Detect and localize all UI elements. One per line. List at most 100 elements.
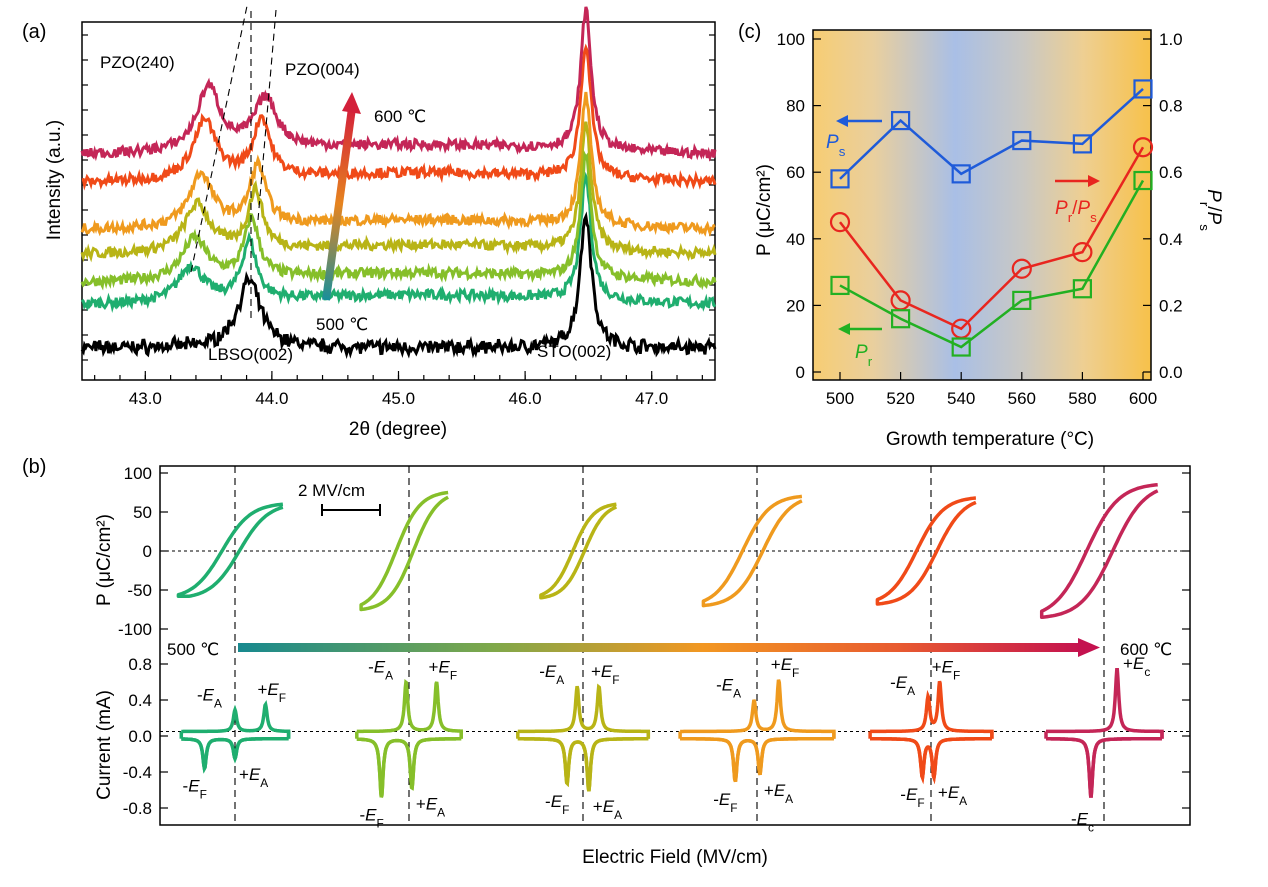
peak-label: +EF <box>429 658 458 683</box>
c-xtick-label: 540 <box>947 389 975 408</box>
panel-b-bottom-ylabel: Current (mA) <box>94 690 115 800</box>
b-bot-ytick-label: 0.0 <box>128 727 152 746</box>
temp-600-label-b: 600 ℃ <box>1120 640 1172 659</box>
peak-label: +EA <box>938 783 967 808</box>
current-loop-lower-t580 <box>870 737 992 785</box>
current-loop-lower-t520 <box>356 737 462 798</box>
peak-label: +EA <box>416 795 445 820</box>
peak-label: -EA <box>368 658 393 683</box>
c-ytick-label: 0 <box>796 363 805 382</box>
marker-ps <box>890 110 911 131</box>
c-xtick-label: 600 <box>1129 389 1157 408</box>
panel-b-frame <box>159 465 1191 826</box>
peak-label: +EA <box>239 765 268 790</box>
panel-a-xticks: 43.0 44.0 45.0 46.0 47.0 <box>82 34 715 408</box>
scale-bar-label: 2 MV/cm <box>298 481 365 500</box>
panel-c-plot: 500 520 540 560 580 600 0 20 40 60 80 100 0.0 0.2 0.4 0… <box>754 29 1225 450</box>
hysteresis-loop-t520 <box>359 490 449 612</box>
pr-ratio-legend: Pr/Ps <box>1055 198 1097 225</box>
marker-pr <box>1133 170 1153 191</box>
current-loop-lower-t540 <box>517 737 649 792</box>
b-top-ytick-label: 0 <box>143 542 152 561</box>
c-y2tick-label: 0.4 <box>1159 230 1183 249</box>
panel-b-peak-annotations: -EA +EF -EF +EA -EA +EF -EF +EA -EA +EF -EF +EA -EA +… <box>183 654 1151 835</box>
xrd-curve-lbso <box>80 211 717 360</box>
c-y2tick-label: 0.2 <box>1159 296 1183 315</box>
marker-ps <box>951 164 971 184</box>
c-ytick-label: 40 <box>786 230 805 249</box>
b-top-ytick-label: -50 <box>127 581 152 600</box>
b-top-ytick-label: 100 <box>124 464 152 483</box>
a-xtick-label: 47.0 <box>635 389 668 408</box>
b-bot-ytick-label: -0.8 <box>123 799 152 818</box>
peak-label: -Ec <box>1071 810 1094 835</box>
xrd-curve-t520 <box>80 149 717 291</box>
panel-a-curves <box>80 6 717 360</box>
panel-b-ticks: 100 50 0 -50 -100 0.8 0.4 0.0 -0.4 -0.8 <box>118 464 1190 818</box>
temp-500-label-a: 500 ℃ <box>316 315 368 334</box>
sto002-label: STO(002) <box>537 342 611 361</box>
hysteresis-loop-t560 <box>701 494 803 608</box>
c-ytick-label: 100 <box>777 30 805 49</box>
panel-a-xlabel: 2θ (degree) <box>349 419 447 440</box>
pzo240-guide <box>190 5 248 273</box>
peak-label: +Ec <box>1123 654 1150 679</box>
c-ytick-label: 60 <box>786 163 805 182</box>
pr-ratio-arrow-head <box>1088 175 1100 187</box>
panel-c-y2label: Pr/Ps <box>1198 189 1225 231</box>
peak-label: +EF <box>932 658 961 683</box>
marker-pr_ratio <box>1011 258 1032 279</box>
marker-ps <box>1072 134 1093 154</box>
temperature-arrow-shaft <box>322 107 356 301</box>
series-line-ps <box>839 88 1144 180</box>
pzo240-label: PZO(240) <box>100 53 175 72</box>
panel-a-label: (a) <box>22 21 46 43</box>
pr-arrow-head <box>838 323 850 335</box>
temp-600-label-a: 600 ℃ <box>374 107 426 126</box>
peak-label: +EA <box>764 781 793 806</box>
c-xtick-label: 500 <box>826 389 854 408</box>
marker-pr_ratio <box>829 212 851 233</box>
hysteresis-loop-t580 <box>875 496 977 606</box>
panel-b-top-ylabel: P (μC/cm²) <box>94 514 115 606</box>
b-bot-ytick-label: 0.4 <box>128 691 152 710</box>
xrd-curve-t500 <box>80 171 717 313</box>
c-y2tick-label: 0.6 <box>1159 163 1183 182</box>
c-y2tick-label: 1.0 <box>1159 30 1183 49</box>
marker-ps <box>1012 130 1032 151</box>
hysteresis-loop-t500 <box>176 502 284 598</box>
panel-a-ylabel: Intensity (a.u.) <box>44 120 65 240</box>
c-xtick-label: 560 <box>1008 389 1036 408</box>
temperature-gradient-arrowhead <box>1078 638 1100 657</box>
panel-c-series <box>829 79 1154 357</box>
panel-b-label: (b) <box>22 456 46 478</box>
a-xtick-label: 43.0 <box>129 389 162 408</box>
peak-label: +EA <box>593 797 622 822</box>
marker-pr_ratio <box>1132 137 1154 158</box>
panel-c-background <box>813 30 1151 380</box>
marker-pr <box>951 337 971 357</box>
marker-ps <box>1133 79 1153 99</box>
hysteresis-loop-t540 <box>539 502 618 600</box>
c-xtick-label: 580 <box>1068 389 1096 408</box>
panel-c-ylabel: P (μC/cm²) <box>754 164 775 256</box>
peak-label: -EF <box>545 792 569 817</box>
xrd-curve-t600 <box>80 6 717 162</box>
marker-pr <box>1012 290 1032 311</box>
peak-label: -EA <box>716 676 741 701</box>
peak-label: +EF <box>591 662 620 687</box>
panel-c-frame <box>812 29 1152 381</box>
pzo004-label: PZO(004) <box>285 60 360 79</box>
peak-label: -EA <box>890 673 915 698</box>
peak-label: -EF <box>900 785 924 810</box>
temperature-gradient-bar <box>238 643 1083 652</box>
panel-c-label: (c) <box>738 21 761 43</box>
c-xtick-label: 520 <box>886 389 914 408</box>
b-top-ytick-label: 50 <box>133 503 152 522</box>
marker-ps <box>830 169 850 189</box>
series-line-pr_ratio <box>839 146 1145 331</box>
b-bot-ytick-label: 0.8 <box>128 655 152 674</box>
panel-b-plot: 100 50 0 -50 -100 0.8 0.4 0.0 -0.4 -0.8 500 ℃ 600… <box>94 464 1191 868</box>
panel-c-xlabel: Growth temperature (°C) <box>886 429 1094 450</box>
